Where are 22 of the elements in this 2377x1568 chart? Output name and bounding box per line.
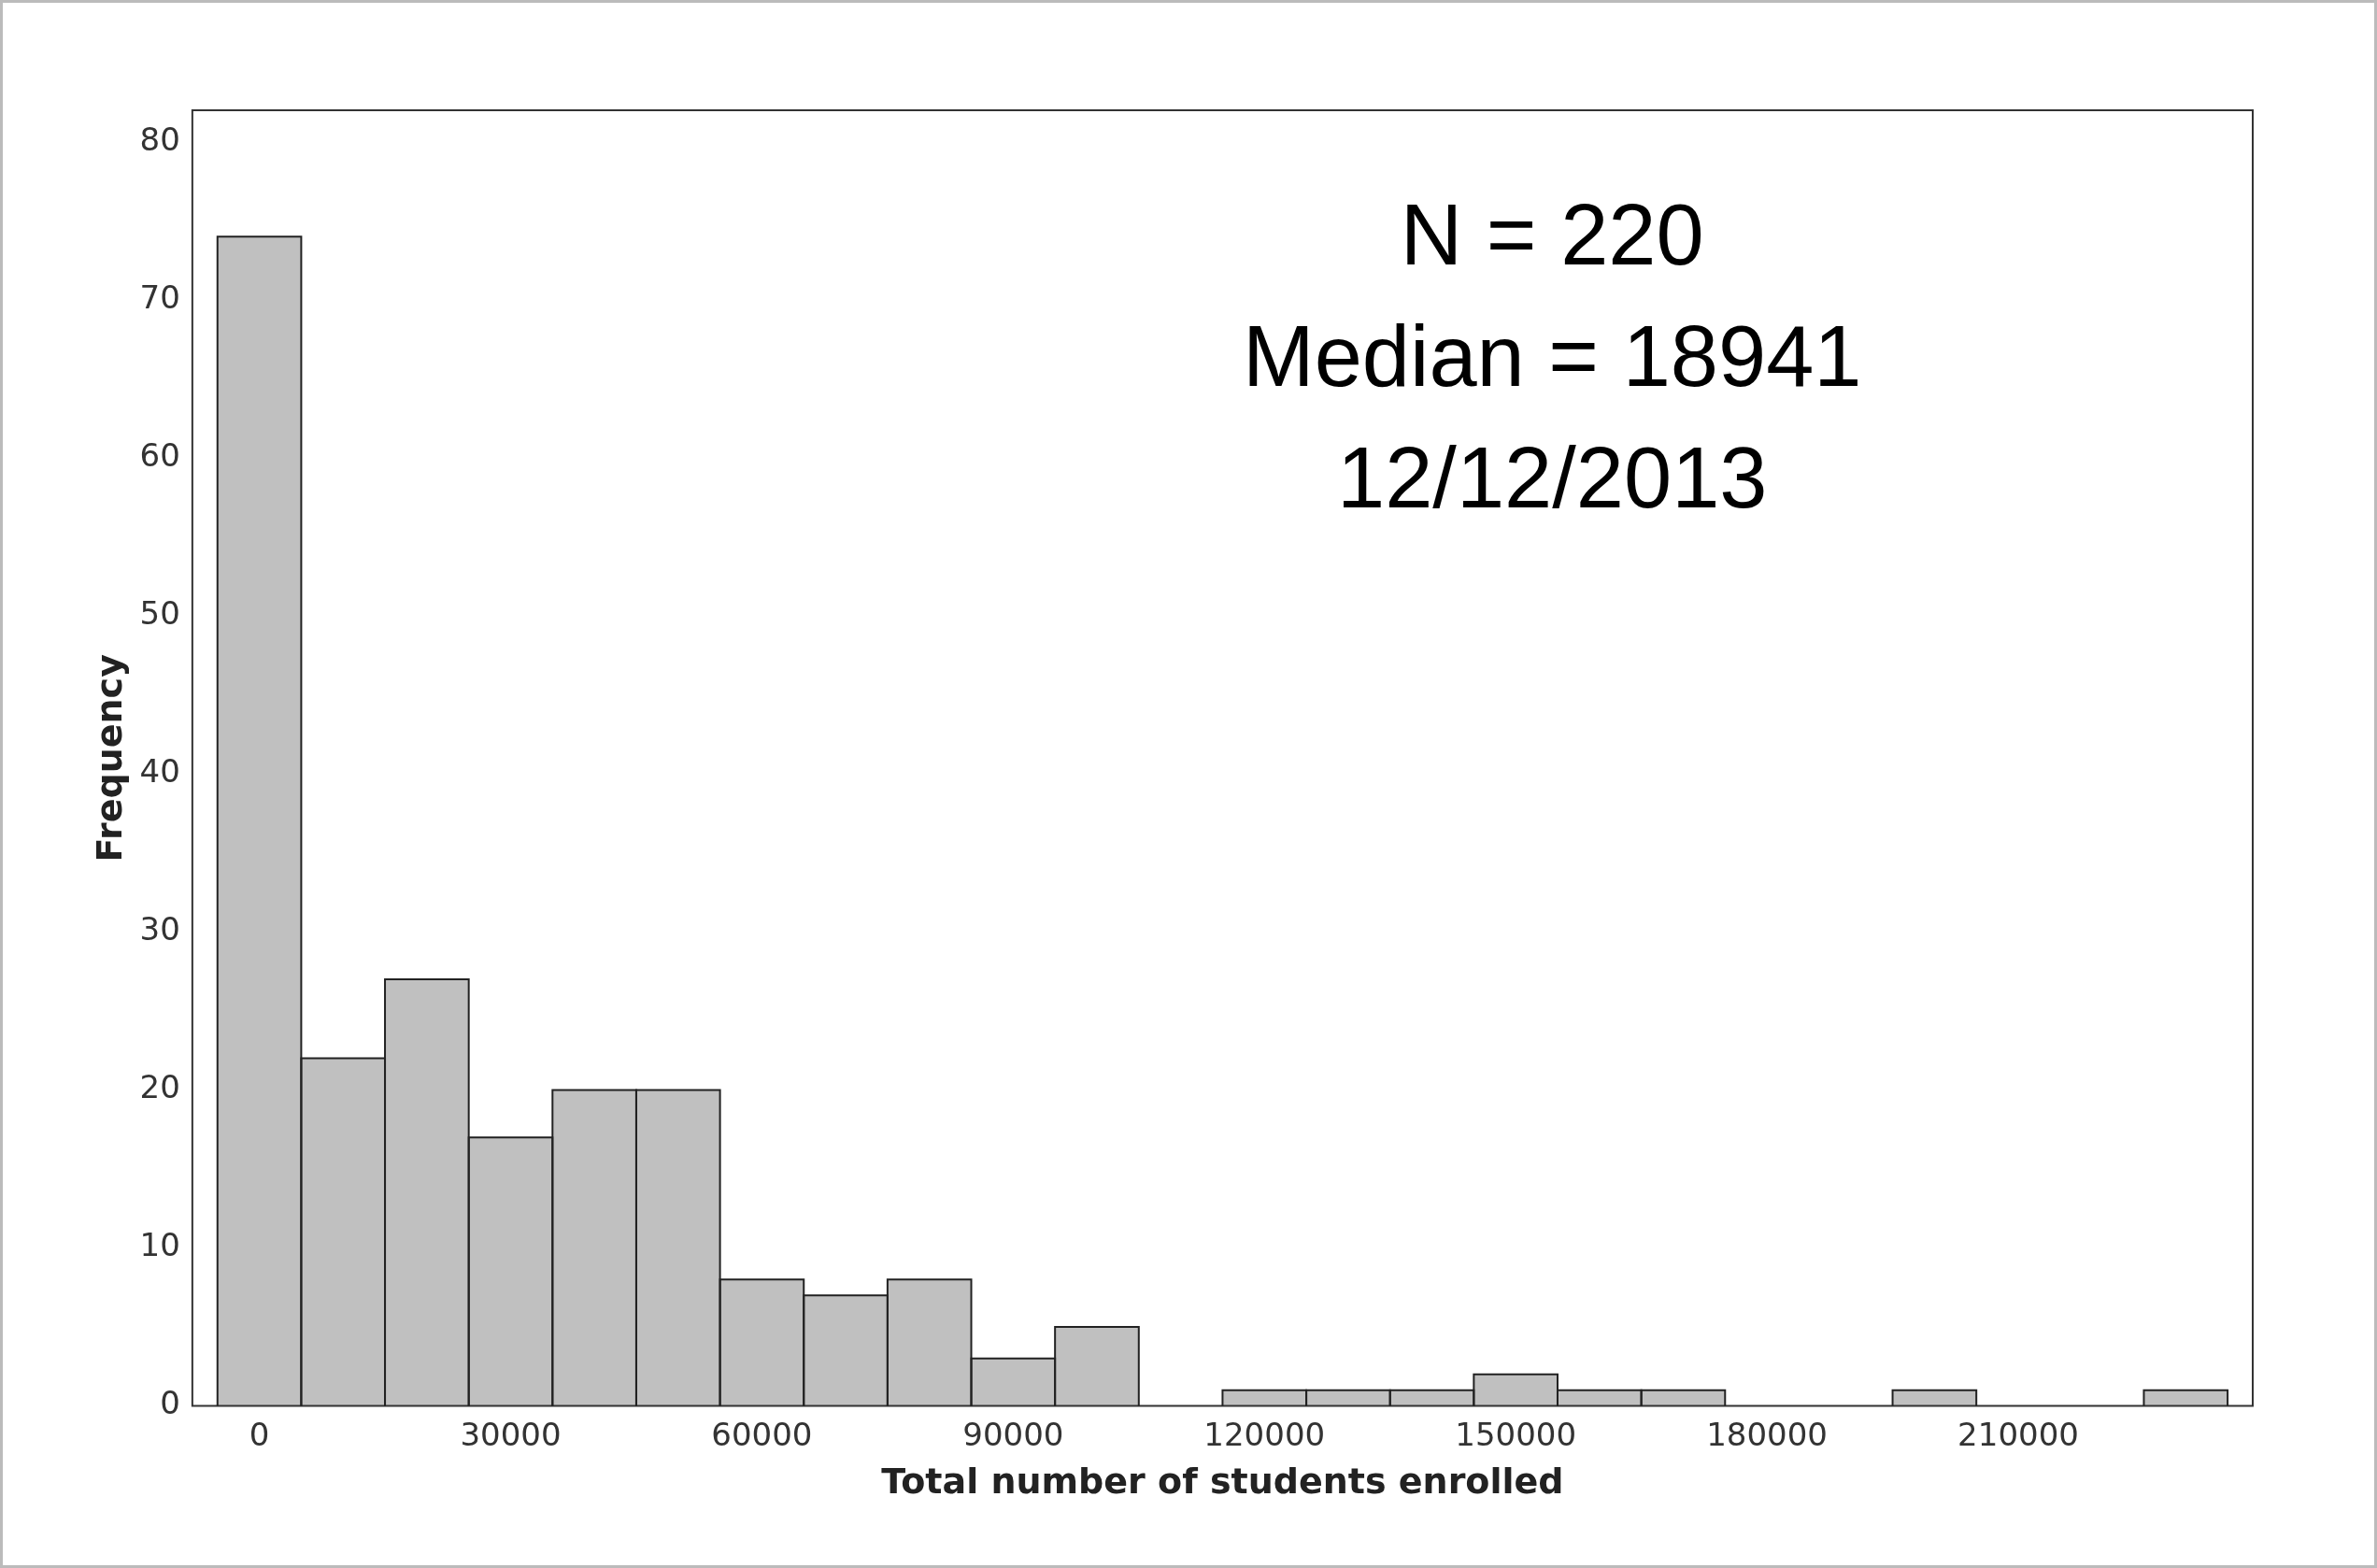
x-tick-label: 30000	[460, 1415, 562, 1453]
x-axis-title: Total number of students enrolled	[881, 1461, 1564, 1503]
y-tick-label: 60	[139, 435, 180, 474]
annotation: 12/12/2013	[1337, 430, 1768, 526]
x-tick-label: 120000	[1203, 1415, 1326, 1453]
x-tick-label: 0	[249, 1415, 270, 1453]
x-tick-label: 150000	[1455, 1415, 1577, 1453]
y-tick-label: 40	[139, 752, 180, 791]
y-tick-label: 50	[139, 593, 180, 632]
y-tick-label: 80	[139, 120, 180, 158]
x-tick-label: 180000	[1706, 1415, 1828, 1453]
y-tick-label: 20	[139, 1068, 180, 1106]
y-tick-label: 10	[139, 1226, 180, 1264]
x-tick-label: 90000	[962, 1415, 1064, 1453]
x-tick-label: 60000	[711, 1415, 813, 1453]
y-tick-label: 0	[160, 1384, 180, 1422]
x-tick-label: 210000	[1957, 1415, 2079, 1453]
y-axis-title: Frequency	[88, 653, 130, 862]
annotation: N = 220	[1400, 187, 1704, 283]
y-tick-label: 30	[139, 910, 180, 948]
annotation: Median = 18941	[1243, 308, 1862, 405]
y-tick-label: 70	[139, 278, 180, 316]
